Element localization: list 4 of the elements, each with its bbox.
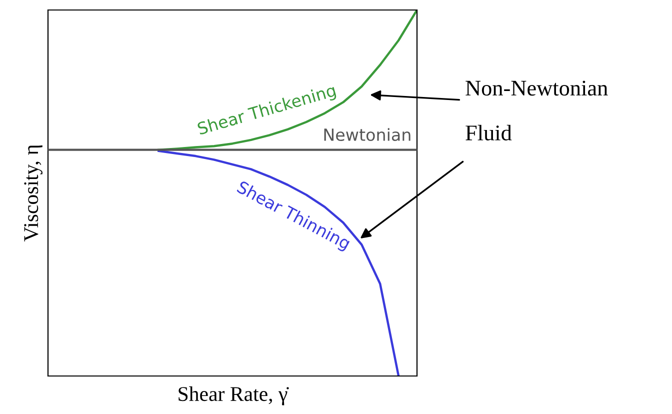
y-axis-title: Viscosity, η (24, 145, 42, 242)
text: Non-Newtonian Fluid (466, 80, 608, 140)
x-axis-title: Shear Rate, γ̇ (178, 386, 289, 406)
series-label: Newtonian (324, 128, 410, 142)
